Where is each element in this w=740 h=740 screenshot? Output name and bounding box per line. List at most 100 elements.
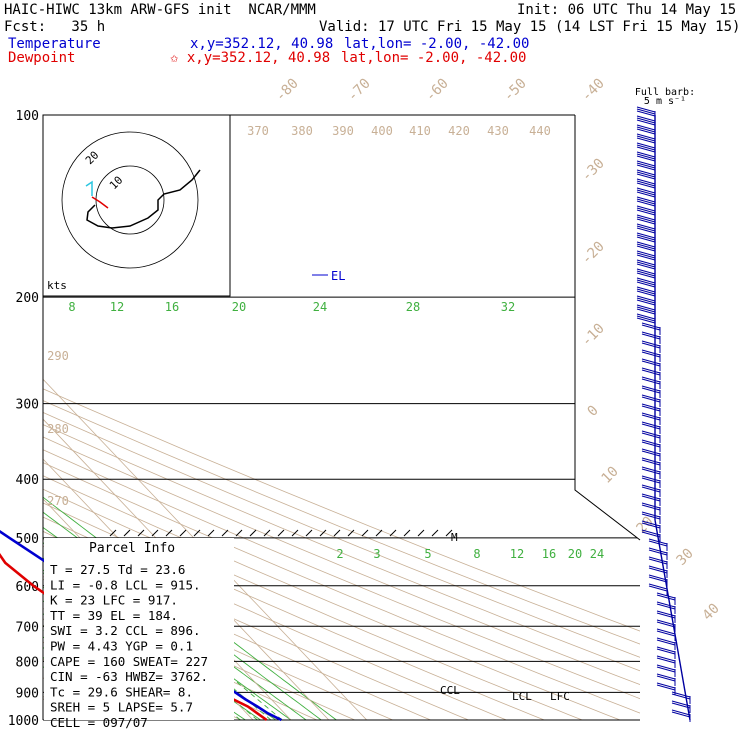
wind-barb <box>641 502 661 509</box>
theta-label: 380 <box>291 124 313 138</box>
hatch-mark <box>347 529 355 537</box>
wind-barb <box>656 637 676 644</box>
mixing-ratio-label: 5 <box>424 547 431 561</box>
wind-barb <box>641 511 661 518</box>
dry-adiabat <box>43 115 640 720</box>
temperature-legend: Temperature <box>8 36 101 52</box>
parcel-info-row: CIN = -63 HWBZ= 3762. <box>50 669 208 684</box>
wind-barb <box>636 317 656 324</box>
wind-barb <box>636 297 656 304</box>
wind-barb <box>641 432 661 439</box>
hatch-mark <box>137 529 145 537</box>
mixing-ratio-label: 28 <box>406 300 420 314</box>
mixing-ratio-label: 24 <box>590 547 604 561</box>
theta-label: 440 <box>529 124 551 138</box>
wind-barb <box>641 340 661 347</box>
pressure-tick-label: 400 <box>16 473 39 488</box>
wind-barb <box>636 313 656 320</box>
wind-barb <box>636 241 656 248</box>
wind-barb <box>636 232 656 239</box>
temperature-latlon: lat,lon= -2.00, -42.00 <box>344 36 530 52</box>
wind-barb <box>636 171 656 178</box>
wind-barb <box>636 315 656 322</box>
theta-label: 430 <box>487 124 509 138</box>
wind-barb <box>636 151 656 158</box>
wind-barb <box>636 196 656 203</box>
wind-barb <box>641 367 661 374</box>
dry-adiabat <box>43 115 355 720</box>
forecast-hour: Fcst: 35 h <box>4 19 106 35</box>
wind-barb <box>671 711 691 718</box>
wind-barb <box>636 216 656 223</box>
temperature-label: 30 <box>674 546 697 569</box>
wind-barb <box>636 243 656 250</box>
wind-barb <box>641 477 661 484</box>
wind-barbs: Full barb:5 m s⁻¹ <box>635 87 695 722</box>
wind-barb <box>641 387 661 394</box>
wind-barb <box>656 682 676 689</box>
wind-barb <box>656 594 676 601</box>
hatch-mark <box>375 529 383 537</box>
hatch-mark <box>263 529 271 537</box>
wind-barb <box>636 182 656 189</box>
parcel-info-row: T = 27.5 Td = 23.6 <box>50 562 185 577</box>
hatch-mark <box>151 529 159 537</box>
wind-barb <box>641 486 661 493</box>
wind-barb <box>641 421 661 428</box>
wind-barb <box>636 110 656 117</box>
temperature-label: -50 <box>501 76 530 105</box>
theta-label: 290 <box>47 349 69 363</box>
wind-barb <box>636 178 656 185</box>
wind-barb <box>641 520 661 527</box>
hatch-mark <box>431 529 439 537</box>
parcel-info-row: SWI = 3.2 CCL = 896. <box>50 623 201 638</box>
wind-barb-axis <box>654 519 691 721</box>
wind-barb <box>641 493 661 500</box>
hodograph-frame <box>42 114 231 297</box>
wind-barb <box>641 396 661 403</box>
temperature-label: 0 <box>585 403 602 420</box>
wind-barb <box>641 351 661 358</box>
mixing-ratio-label: 3 <box>373 547 380 561</box>
wind-barb <box>636 223 656 230</box>
wind-barb <box>648 547 668 554</box>
wind-barb <box>671 709 691 716</box>
temperature-label: -60 <box>423 76 452 105</box>
wind-barb <box>641 484 661 491</box>
parcel-info-row: K = 23 LFC = 917. <box>50 593 178 608</box>
wind-barb <box>636 272 656 279</box>
pressure-tick-label: 500 <box>16 532 39 547</box>
mixing-ratio-label: 20 <box>232 300 246 314</box>
wind-barb <box>636 126 656 133</box>
wind-barb <box>648 556 668 563</box>
wind-barb <box>641 331 661 338</box>
hodograph-units: kts <box>47 279 67 292</box>
parcel-info-row: SREH = 5 LAPSE= 5.7 <box>50 700 193 715</box>
wind-barb <box>636 254 656 261</box>
parcel-info-title: Parcel Info <box>89 541 175 556</box>
wind-barb <box>636 155 656 162</box>
wind-barb <box>641 531 661 538</box>
wind-barb <box>641 385 661 392</box>
parcel-info-box: Parcel Info T = 27.5 Td = 23.6LI = -0.8 L… <box>44 538 234 730</box>
wind-barb <box>656 639 676 646</box>
wind-barb <box>656 666 676 673</box>
wind-barb <box>636 169 656 176</box>
wind-barb <box>648 583 668 590</box>
hatch-mark <box>403 529 411 537</box>
dry-adiabat <box>43 115 640 720</box>
wind-barb <box>648 585 668 592</box>
wind-barb <box>636 189 656 196</box>
wind-barb <box>636 200 656 207</box>
wind-barb <box>636 236 656 243</box>
wind-barb <box>641 459 661 466</box>
temperature-label: -10 <box>579 321 608 350</box>
wind-barb <box>636 225 656 232</box>
temperature-label: -80 <box>273 76 302 105</box>
wind-barb <box>636 252 656 259</box>
wind-barb <box>648 549 668 556</box>
lfc-label: LFC <box>550 690 570 703</box>
wind-barb <box>636 142 656 149</box>
wind-barb <box>636 106 656 113</box>
